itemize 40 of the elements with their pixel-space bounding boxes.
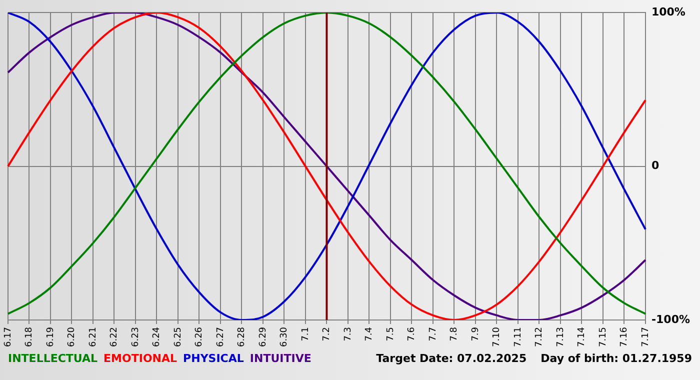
x-tick-label: 7.5 [386,326,396,342]
x-tick-label: 6.17 [3,326,14,348]
y-tick-label: 0 [651,159,660,172]
x-tick-label: 7.13 [556,326,566,348]
x-tick-label: 6.23 [130,326,141,348]
x-tick-label: 6.20 [67,326,78,348]
x-tick-label: 6.21 [88,326,98,348]
x-tick-label: 7.10 [492,326,502,348]
x-tick-label: 7.2 [322,326,332,342]
x-tick-label: 7.7 [428,326,438,342]
x-tick-label: 6.24 [152,326,162,348]
x-tick-label: 7.6 [407,326,418,342]
x-tick-label: 7.9 [470,326,481,342]
text: INTUITIVE [250,352,312,365]
y-tick-label: -100% [651,312,690,326]
text: PHYSICAL [183,352,244,365]
x-tick-label: 7.3 [343,326,354,342]
x-tick-label: 7.17 [640,326,651,348]
text: Day of birth: 01.27.1959 [540,352,692,365]
text: Target Date: 07.02.2025 [376,352,527,365]
x-tick-label: 7.12 [534,326,545,348]
x-tick-label: 6.25 [173,326,184,348]
x-tick-label: 7.1 [300,326,311,342]
text: INTELLECTUAL [8,352,98,365]
x-tick-label: 7.16 [620,326,630,348]
x-tick-label: 6.26 [194,326,205,348]
x-tick-label: 6.28 [237,326,248,348]
x-tick-label: 6.18 [24,326,35,348]
text: EMOTIONAL [104,352,178,365]
y-tick-label: 100% [651,5,686,18]
x-tick-label: 7.15 [598,326,608,348]
x-tick-label: 7.8 [450,326,460,342]
x-tick-label: 6.27 [216,326,226,348]
x-tick-label: 7.4 [364,326,375,342]
x-tick-label: 6.30 [280,326,290,348]
x-tick-label: 6.29 [258,326,268,348]
x-tick-label: 6.19 [46,326,56,348]
x-tick-label: 7.11 [513,326,524,348]
x-tick-label: 7.14 [577,326,588,348]
x-tick-label: 6.22 [110,326,120,348]
